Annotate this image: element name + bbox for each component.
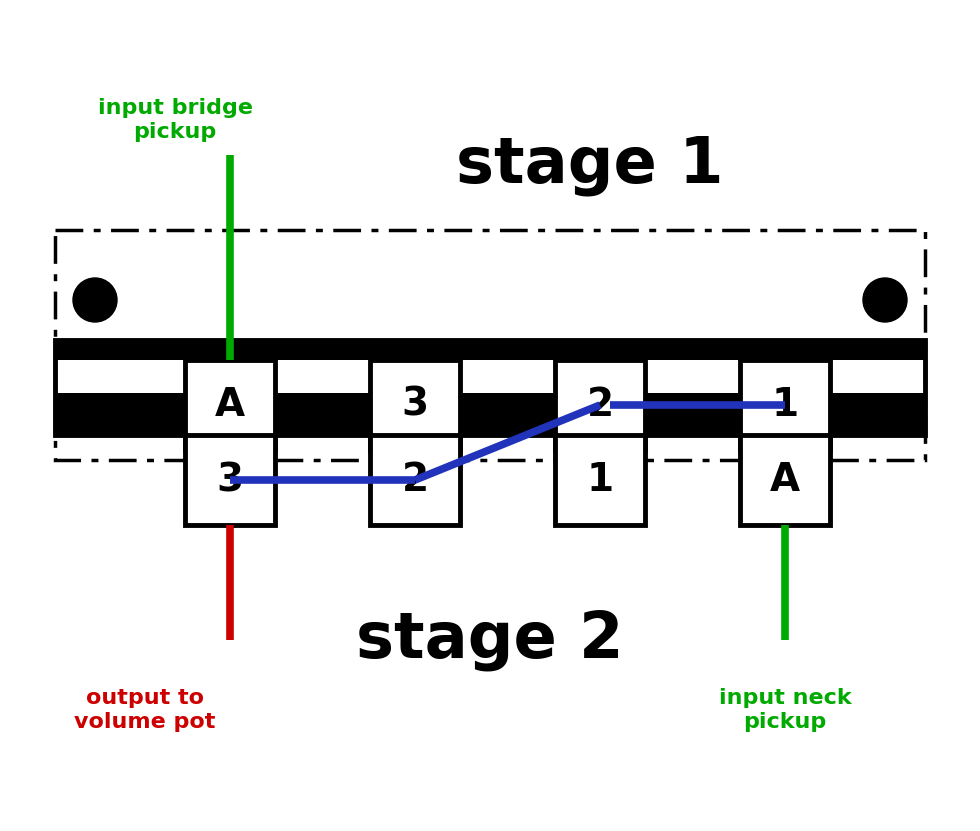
Text: 3: 3 (402, 386, 428, 424)
Bar (55, 340, 925, 435)
Bar (185, 360, 275, 450)
Text: input bridge
pickup: input bridge pickup (97, 98, 253, 141)
Bar (740, 360, 830, 450)
Circle shape (863, 278, 907, 322)
Bar (740, 435, 830, 525)
Bar (55, 393, 925, 435)
Bar (185, 435, 275, 525)
Text: 2: 2 (586, 386, 613, 424)
Text: 1: 1 (771, 386, 799, 424)
Bar (370, 435, 460, 525)
Bar (370, 360, 460, 450)
Text: 1: 1 (586, 461, 613, 499)
Text: output to
volume pot: output to volume pot (74, 688, 216, 731)
Text: 3: 3 (217, 461, 244, 499)
Bar (55, 230, 925, 460)
Bar (555, 435, 645, 525)
Circle shape (73, 278, 117, 322)
Bar (555, 360, 645, 450)
Text: A: A (770, 461, 800, 499)
Text: stage 1: stage 1 (457, 134, 724, 196)
Text: A: A (215, 386, 245, 424)
Text: 2: 2 (402, 461, 428, 499)
Text: stage 2: stage 2 (357, 609, 623, 671)
Text: input neck
pickup: input neck pickup (718, 688, 852, 731)
Bar (55, 340, 925, 360)
